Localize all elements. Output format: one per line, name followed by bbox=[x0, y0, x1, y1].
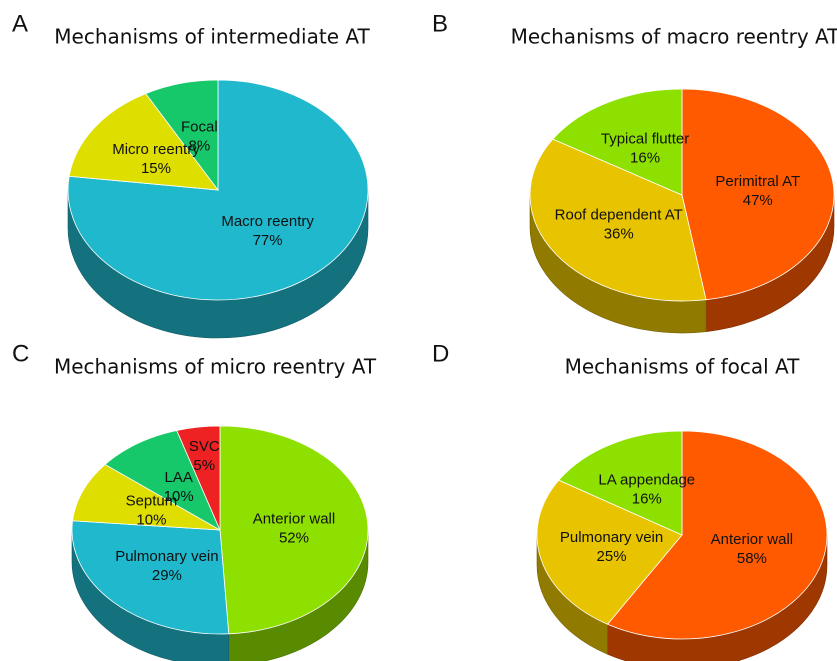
slice-value-label: 47% bbox=[743, 192, 773, 209]
pie-slice bbox=[536, 479, 683, 625]
slice-value-label: 36% bbox=[604, 225, 634, 242]
pie-slice bbox=[219, 425, 369, 635]
slice-label: SVC bbox=[189, 438, 220, 455]
slice-value-label: 15% bbox=[141, 160, 171, 177]
slice-value-label: 52% bbox=[279, 529, 309, 546]
pie-slice bbox=[72, 463, 221, 531]
pie-slice bbox=[606, 430, 828, 640]
pie-slice bbox=[529, 138, 707, 302]
pie-slice bbox=[681, 88, 835, 301]
pie-slice bbox=[71, 520, 230, 635]
chart-title: Mechanisms of micro reentry AT bbox=[54, 355, 377, 379]
slice-label: Macro reentry bbox=[221, 213, 314, 230]
slice-label: LAA bbox=[164, 469, 192, 486]
slice-label: Micro reentry bbox=[112, 141, 200, 158]
panel-letter: A bbox=[12, 10, 28, 37]
slice-label: Pulmonary vein bbox=[115, 548, 218, 565]
slice-label: Focal bbox=[181, 119, 218, 136]
panel-letter: C bbox=[12, 340, 29, 367]
pie-slice bbox=[176, 425, 221, 531]
slice-label: Anterior wall bbox=[711, 531, 794, 548]
slice-label: Anterior wall bbox=[253, 510, 336, 527]
slice-label: Perimitral AT bbox=[715, 173, 800, 190]
slice-label: Roof dependent AT bbox=[555, 206, 683, 223]
panel-letter: B bbox=[432, 10, 448, 37]
slice-value-label: 29% bbox=[152, 567, 182, 584]
chart-title: Mechanisms of macro reentry AT bbox=[511, 25, 837, 49]
slice-value-label: 10% bbox=[164, 488, 194, 505]
pie-slice bbox=[68, 93, 219, 191]
chart-title: Mechanisms of focal AT bbox=[565, 355, 801, 379]
pie-slice bbox=[104, 430, 221, 531]
slice-value-label: 16% bbox=[632, 491, 662, 508]
chart-title: Mechanisms of intermediate AT bbox=[54, 25, 370, 49]
pie-slice bbox=[558, 430, 683, 536]
slice-value-label: 10% bbox=[136, 511, 166, 528]
pie-slice bbox=[552, 88, 683, 196]
slice-value-label: 58% bbox=[737, 550, 767, 567]
slice-label: Pulmonary vein bbox=[560, 529, 663, 546]
panel-letter: D bbox=[432, 340, 449, 367]
slice-value-label: 77% bbox=[253, 232, 283, 249]
slice-value-label: 16% bbox=[630, 150, 660, 167]
slice-label: Typical flutter bbox=[601, 131, 689, 148]
slice-label: LA appendage bbox=[598, 472, 695, 489]
pie-slice bbox=[67, 79, 369, 301]
slice-label: Septum bbox=[126, 492, 178, 509]
slice-value-label: 5% bbox=[193, 457, 215, 474]
pie-slice bbox=[145, 79, 219, 192]
slice-value-label: 8% bbox=[189, 138, 211, 155]
slice-value-label: 25% bbox=[597, 548, 627, 565]
